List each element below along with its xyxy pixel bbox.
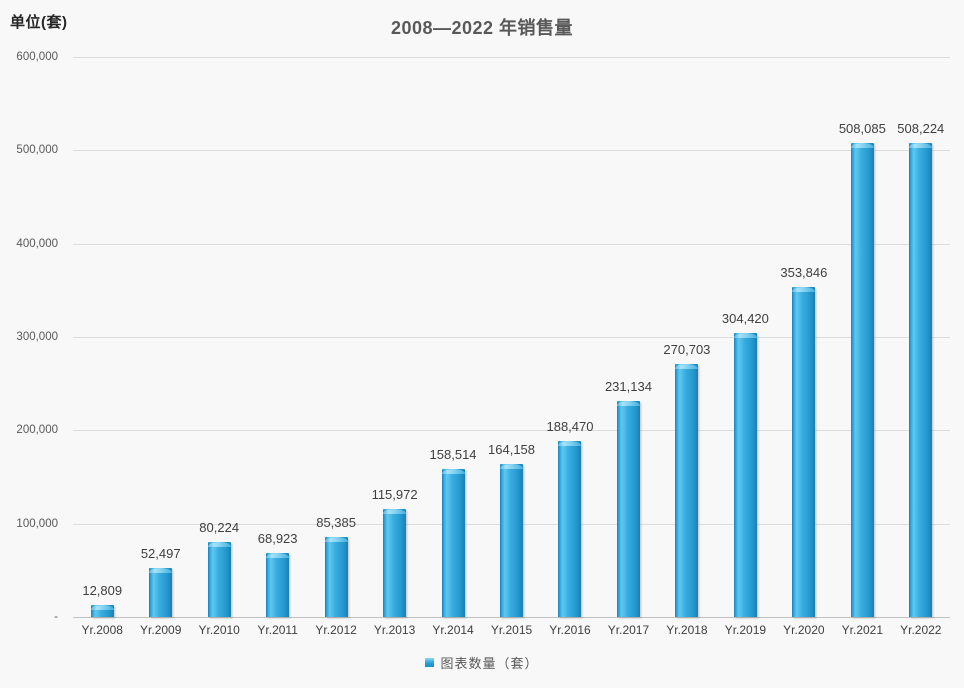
bar-value-label: 270,703 (663, 342, 711, 358)
x-axis-label: Yr.2014 (432, 623, 474, 637)
bar-Yr.2019 (733, 332, 757, 617)
bar-value-label: 12,809 (82, 583, 123, 599)
x-axis-label: Yr.2020 (783, 623, 825, 637)
x-axis-label: Yr.2010 (198, 623, 240, 637)
bar-value-label: 508,224 (897, 120, 945, 136)
bar-Yr.2010 (207, 542, 231, 617)
y-tick-label: 300,000 (16, 331, 58, 343)
bar-value-label: 508,085 (838, 120, 886, 136)
bar-Yr.2020 (792, 286, 816, 617)
bar-value-label: 85,385 (316, 515, 356, 531)
y-tick-label: - (54, 611, 58, 623)
gridline (73, 150, 950, 152)
x-axis-labels: Yr.2008 Yr.2009 Yr.2010 Yr.2011 Yr.2012 Yr.20… (73, 623, 950, 637)
bar-slot: 12,809 (73, 57, 131, 617)
bar-slot: 158,514 (424, 57, 482, 617)
bar-Yr.2011 (266, 552, 290, 617)
legend: 图表数量（套） (0, 653, 964, 672)
bar-value-label: 164,158 (488, 441, 536, 457)
gridline (73, 57, 950, 58)
plot-area: 12,809 52,497 80,224 68,923 85,385 115,972 158… (73, 57, 950, 618)
bar-value-label: 115,972 (371, 486, 418, 502)
bar-series: 12,809 52,497 80,224 68,923 85,385 115,972 158… (73, 57, 950, 617)
bar-slot: 508,085 (833, 57, 891, 617)
bar-slot: 353,846 (775, 57, 833, 617)
bar-slot: 304,420 (716, 57, 774, 617)
x-axis-label: Yr.2016 (549, 623, 591, 637)
x-axis-label: Yr.2012 (315, 623, 357, 637)
bar-Yr.2013 (383, 508, 407, 617)
bar-slot: 270,703 (658, 57, 716, 617)
bar-slot: 68,923 (248, 57, 306, 617)
bar-Yr.2015 (500, 463, 524, 617)
bar-Yr.2012 (324, 537, 348, 617)
bar-Yr.2022 (909, 142, 933, 617)
bar-slot: 85,385 (307, 57, 365, 617)
gridline (73, 337, 950, 338)
bar-Yr.2009 (149, 568, 173, 617)
y-tick-label: 400,000 (16, 237, 58, 250)
x-axis-label: Yr.2019 (724, 623, 767, 637)
chart-title: 2008—2022 年销售量 (390, 18, 574, 38)
bar-slot: 231,134 (599, 57, 657, 617)
y-tick-label: 500,000 (16, 144, 58, 157)
x-axis-label: Yr.2017 (607, 623, 650, 637)
y-tick-label: 200,000 (16, 424, 58, 437)
x-axis-label: Yr.2009 (140, 623, 182, 637)
bar-Yr.2021 (850, 142, 874, 617)
y-axis-tick-labels: 600,000 500,000 400,000 300,000 200,000 100,0… (8, 51, 58, 623)
bar-value-label: 68,923 (257, 530, 298, 546)
bar-slot: 52,497 (131, 57, 189, 617)
bar-value-label: 158,514 (429, 447, 477, 463)
x-axis-label: Yr.2022 (900, 623, 942, 637)
bar-Yr.2008 (90, 605, 114, 617)
bar-value-label: 80,224 (199, 520, 240, 536)
bar-value-label: 304,420 (721, 310, 769, 326)
bar-Yr.2016 (558, 441, 582, 617)
x-axis-label: Yr.2013 (373, 623, 416, 637)
bar-slot: 80,224 (190, 57, 248, 617)
x-axis-label: Yr.2015 (490, 623, 533, 637)
bar-Yr.2018 (675, 364, 699, 617)
x-axis-line (73, 617, 950, 618)
bar-value-label: 353,846 (780, 264, 828, 280)
bar-slot: 188,470 (541, 57, 599, 617)
bar-slot: 164,158 (482, 57, 540, 617)
bar-Yr.2017 (616, 401, 640, 617)
legend-label: 图表数量（套） (440, 656, 539, 671)
gridline (73, 430, 950, 432)
bar-Yr.2014 (441, 469, 465, 617)
bar-value-label: 231,134 (604, 379, 652, 395)
x-axis-label: Yr.2008 (81, 623, 123, 637)
bar-value-label: 188,470 (546, 419, 594, 435)
bar-value-label: 52,497 (140, 546, 181, 562)
bar-slot: 508,224 (892, 57, 950, 617)
x-axis-label: Yr.2011 (257, 623, 298, 637)
y-tick-label: 100,000 (16, 517, 58, 530)
y-axis-unit-label: 单位(套) (10, 14, 68, 31)
y-tick-label: 600,000 (16, 51, 58, 63)
legend-marker-icon (425, 658, 435, 667)
x-axis-label: Yr.2021 (841, 623, 884, 637)
gridline (73, 243, 950, 245)
bar-slot: 115,972 (365, 57, 423, 617)
x-axis-label: Yr.2018 (666, 623, 708, 637)
